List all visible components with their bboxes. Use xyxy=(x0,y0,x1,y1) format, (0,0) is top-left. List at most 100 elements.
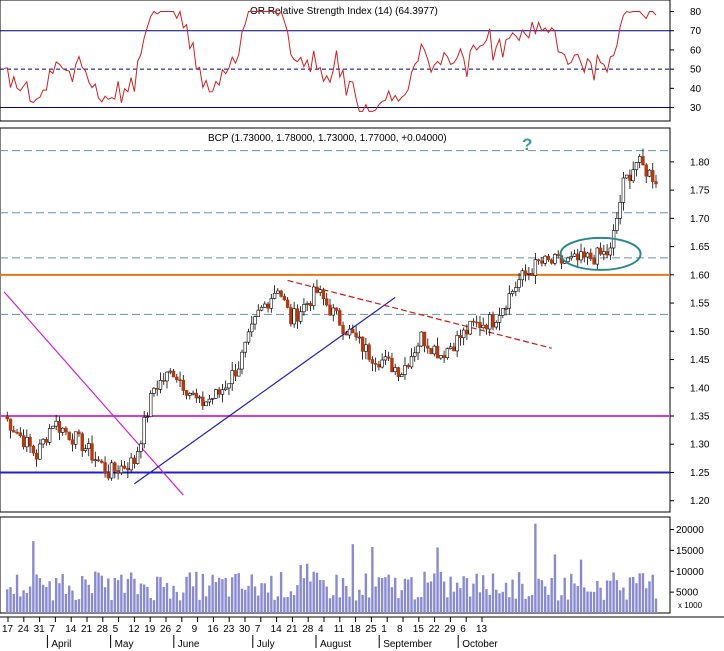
volume-bar xyxy=(615,580,619,613)
volume-bar xyxy=(142,584,146,613)
volume-bar xyxy=(133,578,136,613)
candle-body xyxy=(155,387,159,390)
volume-bar xyxy=(361,594,364,613)
candle-body xyxy=(426,345,430,349)
candle-body xyxy=(116,470,120,474)
volume-bar xyxy=(543,586,547,613)
candle-body xyxy=(637,156,642,163)
volume-bar xyxy=(511,579,514,613)
candle-body xyxy=(77,431,81,435)
candle-body xyxy=(452,346,456,352)
volume-bar xyxy=(283,597,286,613)
volume-bar xyxy=(319,579,322,613)
volume-bar xyxy=(524,598,527,613)
month-label: May xyxy=(115,639,134,650)
candle-body xyxy=(331,307,335,316)
month-label: April xyxy=(51,639,71,650)
volume-bar xyxy=(237,573,240,613)
candle-body xyxy=(615,218,619,231)
day-tick-label: 15 xyxy=(413,624,425,635)
price-panel: BCP (1.73000, 1.78000, 1.73000, 1.77000,… xyxy=(0,127,710,513)
candle-body xyxy=(152,387,156,394)
candle-body xyxy=(308,303,313,307)
volume-bar xyxy=(152,600,156,613)
trend-line xyxy=(134,296,396,485)
candle-body xyxy=(429,347,433,355)
volume-bar xyxy=(74,599,77,613)
price-tick-label: 1.75 xyxy=(690,186,710,197)
candle-body xyxy=(403,365,407,375)
volume-tick-label: 10000 xyxy=(676,567,704,578)
candle-body xyxy=(227,383,231,389)
day-tick-label: 19 xyxy=(144,624,156,635)
candle-body xyxy=(432,345,437,355)
volume-bar xyxy=(35,574,38,613)
volume-bar xyxy=(651,574,654,613)
volume-bar xyxy=(211,574,214,613)
volume-bar xyxy=(354,600,358,613)
candle-body xyxy=(598,247,603,255)
volume-bar xyxy=(648,581,651,613)
candle-body xyxy=(175,376,179,381)
day-tick-label: 12 xyxy=(128,624,140,635)
volume-bar xyxy=(100,575,103,613)
price-tick-label: 1.60 xyxy=(690,270,710,281)
volume-bar xyxy=(589,591,592,613)
candle-body xyxy=(285,299,290,308)
rsi-tick-label: 40 xyxy=(690,84,702,95)
volume-bar xyxy=(87,584,90,613)
candle-body xyxy=(145,416,150,418)
trend-lines xyxy=(3,279,552,496)
volume-bar xyxy=(338,597,341,613)
candle-body xyxy=(618,202,622,219)
volume-bar xyxy=(645,588,648,613)
volume-bar xyxy=(423,571,426,613)
candle-body xyxy=(253,316,257,325)
candle-body xyxy=(289,307,293,325)
volume-bar xyxy=(397,598,400,613)
volume-bar xyxy=(208,585,211,613)
volume-bar xyxy=(345,585,348,613)
volume-bar xyxy=(400,590,403,613)
volume-bar xyxy=(495,589,498,613)
volume-bar xyxy=(504,582,508,613)
candle-body xyxy=(328,304,332,316)
candle-body xyxy=(80,433,84,451)
volume-bar xyxy=(198,599,201,613)
candle-body xyxy=(474,321,479,324)
candle-body xyxy=(517,279,521,288)
volume-bar xyxy=(270,575,273,613)
volume-bar xyxy=(641,573,645,613)
volume-bar xyxy=(413,599,416,613)
candle-body xyxy=(142,416,146,445)
candle-body xyxy=(576,253,580,261)
candle-body xyxy=(334,307,339,311)
candle-body xyxy=(478,322,482,328)
volume-bar xyxy=(276,596,280,613)
candle-body xyxy=(41,439,45,445)
candle-body xyxy=(341,325,345,335)
volume-bar xyxy=(374,586,377,613)
candle-body xyxy=(481,324,485,328)
candle-body xyxy=(109,462,114,479)
volume-bar xyxy=(159,577,162,613)
price-tick-label: 1.80 xyxy=(690,157,710,168)
candle-body xyxy=(210,397,215,400)
candle-body xyxy=(132,457,137,464)
candle-body xyxy=(471,320,476,323)
volume-bar xyxy=(103,587,107,613)
volume-bar xyxy=(498,593,501,613)
candle-body xyxy=(18,432,22,436)
candle-body xyxy=(367,344,371,360)
candle-body xyxy=(250,323,254,333)
month-label: June xyxy=(178,639,200,650)
volume-bar xyxy=(182,592,185,613)
candle-body xyxy=(302,304,306,313)
candle-body xyxy=(25,436,29,448)
volume-bar xyxy=(631,576,635,613)
candle-body xyxy=(461,329,466,339)
candle-body xyxy=(318,289,322,293)
candle-body xyxy=(507,293,511,309)
candle-body xyxy=(57,420,62,433)
candle-body xyxy=(360,336,365,352)
